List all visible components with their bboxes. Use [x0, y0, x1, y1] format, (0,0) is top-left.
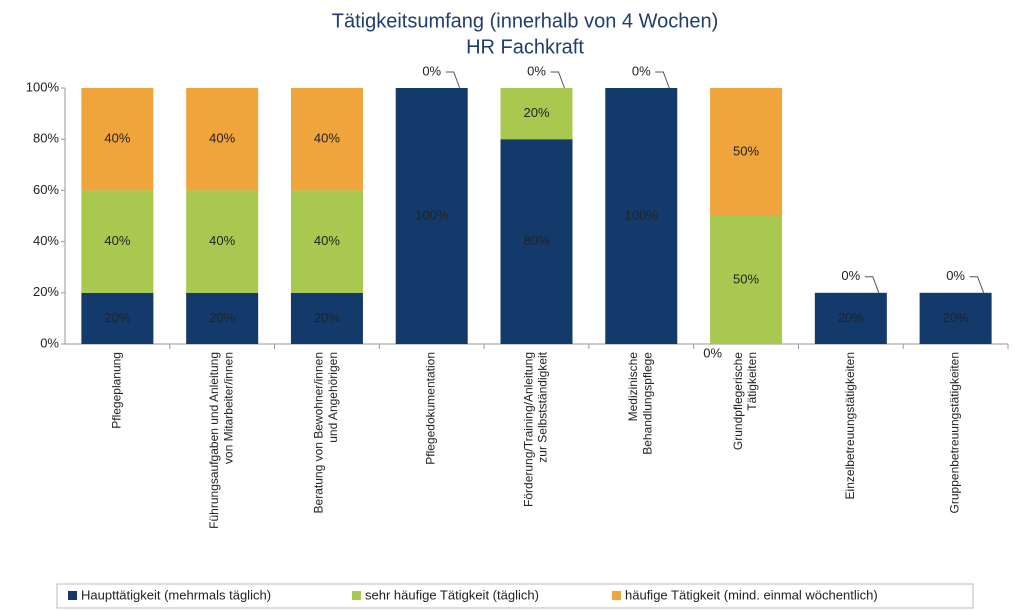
bar-segment — [290, 292, 363, 344]
data-label: 40% — [209, 233, 235, 248]
x-tick-label: MedizinischeBehandlungspflege — [626, 352, 654, 455]
x-tick-label: Einzelbetreuungstätigkeiten — [843, 352, 857, 499]
label-leader — [864, 276, 880, 293]
x-tick-label-line: Förderung/Training/Anleitung — [521, 352, 535, 507]
bar-segment — [814, 292, 887, 344]
bar-segment — [186, 88, 259, 191]
legend-swatch — [68, 591, 77, 600]
x-tick-label-line: Pflegeplanung — [110, 352, 124, 429]
bar-segment — [710, 216, 783, 344]
x-tick-label: Pflegeplanung — [110, 352, 124, 429]
label-leader — [655, 71, 670, 89]
x-tick-label-line: Beratung von Bewohner/innen — [312, 352, 326, 513]
data-label: 0% — [632, 63, 651, 78]
bar-segment — [81, 190, 154, 293]
x-tick-label: Beratung von Bewohner/innenund Angehörig… — [312, 352, 340, 513]
y-tick-label: 100% — [26, 79, 60, 94]
bar-segment — [81, 292, 154, 344]
legend-label: häufige Tätigkeit (mind. einmal wöchentl… — [625, 587, 878, 602]
data-label: 20% — [943, 310, 969, 325]
chart-subtitle: HR Fachkraft — [466, 36, 584, 58]
data-label: 20% — [104, 310, 130, 325]
data-label: 0% — [422, 63, 441, 78]
x-tick-label-line: Führungsaufgaben und Anleitung — [207, 352, 221, 529]
y-tick-label: 20% — [33, 284, 59, 299]
bar-segment — [605, 88, 678, 344]
data-label: 0% — [946, 268, 965, 283]
data-label: 50% — [733, 271, 759, 286]
chart-title: Tätigkeitsumfang (innerhalb von 4 Wochen… — [332, 10, 719, 32]
bar-segment — [395, 88, 468, 344]
bar-segment — [919, 292, 992, 344]
x-tick-label-line: Grundpflegerische — [731, 352, 745, 450]
x-tick-label: GrundpflegerischeTätigkeiten — [731, 352, 759, 450]
x-tick-label-line: und Angehörigen — [326, 352, 340, 443]
y-tick-label: 80% — [33, 131, 59, 146]
y-tick-label: 60% — [33, 182, 59, 197]
x-tick-label-line: Tätigkeiten — [745, 352, 759, 411]
x-tick-label-line: zur Selbstständigkeit — [536, 351, 550, 462]
label-leader — [445, 71, 461, 89]
data-label: 20% — [314, 310, 340, 325]
bar-segment — [81, 88, 154, 191]
legend-swatch — [612, 591, 621, 600]
data-label: 0% — [841, 268, 860, 283]
data-label: 40% — [314, 131, 340, 146]
y-tick-label: 40% — [33, 233, 59, 248]
bar-segment — [710, 88, 783, 216]
data-label: 80% — [523, 233, 549, 248]
data-label: 40% — [104, 233, 130, 248]
data-label: 40% — [104, 131, 130, 146]
bar-segment — [290, 88, 363, 191]
legend-label: Haupttätigkeit (mehrmals täglich) — [81, 587, 271, 602]
x-tick-label: Gruppenbetreuungstätigkeiten — [948, 352, 962, 513]
x-tick-label-line: Einzelbetreuungstätigkeiten — [843, 352, 857, 499]
x-tick-label: Pflegedokumentation — [424, 352, 438, 465]
data-label: 20% — [523, 105, 549, 120]
label-leader — [550, 71, 565, 89]
data-label: 100% — [415, 207, 449, 222]
data-label: 100% — [625, 207, 659, 222]
data-label: 0% — [703, 345, 722, 360]
y-tick-label: 0% — [40, 335, 59, 350]
bar-segment — [500, 139, 573, 344]
x-tick-label: Förderung/Training/Anleitungzur Selbstst… — [521, 351, 549, 507]
x-tick-label-line: Medizinische — [626, 352, 640, 422]
bar-segment — [186, 190, 259, 293]
x-tick-label-line: Behandlungspflege — [641, 352, 655, 455]
data-label: 0% — [527, 63, 546, 78]
data-label: 40% — [314, 233, 340, 248]
x-tick-label-line: Pflegedokumentation — [424, 352, 438, 465]
legend-label: sehr häufige Tätigkeit (täglich) — [365, 587, 539, 602]
data-label: 40% — [209, 131, 235, 146]
legend-swatch — [352, 591, 361, 600]
bar-segment — [290, 190, 363, 293]
x-tick-label-line: Gruppenbetreuungstätigkeiten — [948, 352, 962, 513]
label-leader — [969, 276, 985, 293]
x-tick-label-line: von Mitarbeiter/innen — [222, 352, 236, 464]
data-label: 20% — [838, 310, 864, 325]
data-label: 20% — [209, 310, 235, 325]
bar-segment — [186, 292, 259, 344]
legend-box — [56, 583, 974, 609]
data-label: 50% — [733, 143, 759, 158]
x-tick-label: Führungsaufgaben und Anleitungvon Mitarb… — [207, 352, 235, 529]
bar-segment — [500, 88, 573, 140]
